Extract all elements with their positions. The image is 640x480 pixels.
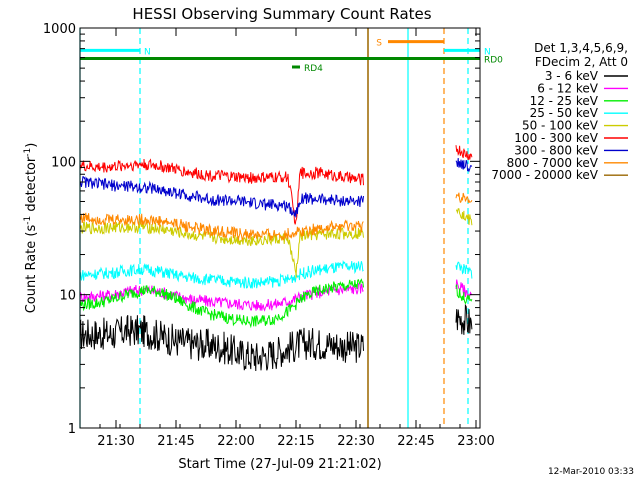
series-line-4-0 (79, 220, 364, 279)
flag-label-4: RD4 (304, 64, 323, 74)
legend-header-line1: Det 1,3,4,5,6,9, (534, 41, 628, 55)
flag-label-3: RD0 (484, 56, 503, 66)
x-tick-label-4: 22:30 (337, 434, 374, 449)
series-line-2-1 (455, 284, 473, 305)
series-line-7-1 (455, 192, 473, 204)
chart-title: HESSI Observing Summary Count Rates (132, 5, 431, 23)
y-axis-label-end: ) (24, 143, 39, 148)
legend: Det 1,3,4,5,6,9, FDecim 2, Att 0 3 - 6 k… (491, 41, 628, 182)
series-line-3-1 (455, 261, 473, 279)
series-line-6-0 (79, 176, 364, 218)
legend-label-7: 800 - 7000 keV (507, 156, 599, 170)
y-tick-label-3: 1000 (43, 22, 76, 37)
series-line-7-0 (79, 212, 364, 242)
y-axis-ticks: 1 10 100 1000 (43, 22, 480, 437)
x-tick-label-5: 22:45 (397, 434, 434, 449)
series-lines (79, 28, 473, 428)
series-line-4-1 (456, 208, 473, 226)
legend-label-0: 3 - 6 keV (545, 69, 599, 83)
x-axis-label: Start Time (27-Jul-09 21:21:02) (178, 457, 381, 472)
y-axis-label-sup1: -1 (23, 216, 33, 225)
y-tick-label-0: 1 (68, 422, 76, 437)
y-tick-label-1: 10 (59, 289, 76, 304)
series-line-1-1 (455, 279, 473, 299)
flag-label-2: S (376, 39, 382, 49)
flag-label-0: N (144, 47, 151, 57)
series-line-5-1 (455, 145, 473, 161)
legend-label-8: 7000 - 20000 keV (491, 168, 598, 182)
series-line-1-0 (79, 282, 364, 312)
series-line-3-0 (79, 259, 364, 289)
legend-label-2: 12 - 25 keV (530, 94, 599, 108)
series-line-2-0 (79, 278, 364, 329)
legend-label-1: 6 - 12 keV (537, 81, 599, 95)
series-line-0-1 (455, 303, 473, 335)
y-axis-label-mid: detector (24, 156, 39, 216)
y-axis-label-sup2: -1 (23, 148, 33, 157)
x-axis-ticks: 21:30 21:45 22:00 22:15 22:30 22:45 23:00 (79, 28, 495, 449)
y-axis-label-main: Count Rate (s (24, 225, 39, 314)
spacecraft-flags: N N S RD0 RD4 (80, 39, 503, 74)
y-tick-label-2: 100 (51, 155, 76, 170)
x-tick-label-3: 22:15 (277, 434, 314, 449)
series-line-5-0 (79, 158, 364, 225)
x-tick-label-1: 21:45 (157, 434, 194, 449)
legend-header-line2: FDecim 2, Att 0 (535, 55, 628, 69)
legend-label-6: 300 - 800 keV (514, 143, 598, 157)
legend-label-4: 50 - 100 keV (522, 119, 599, 133)
x-tick-label-6: 23:00 (457, 434, 494, 449)
y-axis-label: Count Rate (s-1 detector-1) (23, 143, 39, 314)
plot-area: N N S RD0 RD4 21:30 21:45 22:00 22:15 22:30 22:45… (43, 22, 503, 449)
series-line-6-1 (455, 157, 473, 173)
x-tick-label-2: 22:00 (217, 434, 254, 449)
series-line-0-0 (79, 315, 364, 372)
footer-timestamp: 12-Mar-2010 03:33 (548, 467, 634, 477)
legend-label-3: 25 - 50 keV (530, 106, 599, 120)
legend-label-5: 100 - 300 keV (514, 131, 598, 145)
x-tick-label-0: 21:30 (97, 434, 134, 449)
flag-label-1: N (484, 47, 491, 57)
